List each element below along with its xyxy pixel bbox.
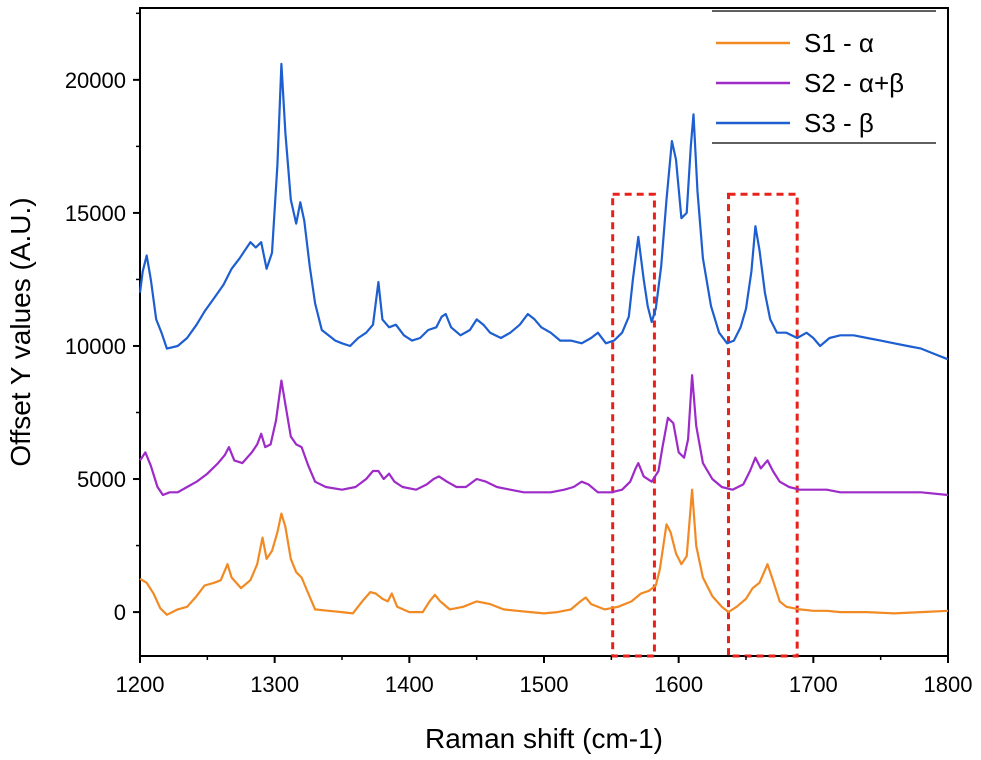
- x-axis-title: Raman shift (cm-1): [425, 723, 663, 754]
- x-tick-label-1300: 1300: [250, 672, 299, 697]
- x-axis: 1200 1300 1400 1500 1600 1700 1800: [116, 656, 973, 697]
- y-tick-label-20000: 20000: [65, 68, 126, 93]
- y-tick-label-15000: 15000: [65, 201, 126, 226]
- annotation-layer: [611, 192, 799, 658]
- x-tick-label-1500: 1500: [520, 672, 569, 697]
- legend-label-s1: S1 - α: [804, 28, 874, 58]
- x-tick-label-1400: 1400: [385, 672, 434, 697]
- x-tick-label-1700: 1700: [789, 672, 838, 697]
- y-tick-label-5000: 5000: [77, 467, 126, 492]
- x-tick-label-1800: 1800: [924, 672, 973, 697]
- legend: S1 - α S2 - α+β S3 - β: [712, 10, 936, 144]
- y-tick-label-0: 0: [114, 600, 126, 625]
- x-tick-label-1600: 1600: [654, 672, 703, 697]
- plot-frame: [139, 7, 949, 657]
- y-tick-label-10000: 10000: [65, 334, 126, 359]
- series-line-s1: [139, 488, 949, 616]
- x-tick-label-1200: 1200: [116, 672, 165, 697]
- series-line-s3: [138, 62, 949, 361]
- annotation-box-1: [611, 192, 656, 658]
- y-axis-title: Offset Y values (A.U.): [5, 197, 36, 466]
- y-axis: 0 5000 10000 15000 20000: [65, 12, 140, 625]
- annotation-box-2: [726, 192, 799, 658]
- series-layer: [138, 62, 949, 616]
- legend-label-s3: S3 - β: [804, 108, 874, 138]
- legend-label-s2: S2 - α+β: [804, 68, 904, 98]
- series-line-s2: [139, 374, 949, 497]
